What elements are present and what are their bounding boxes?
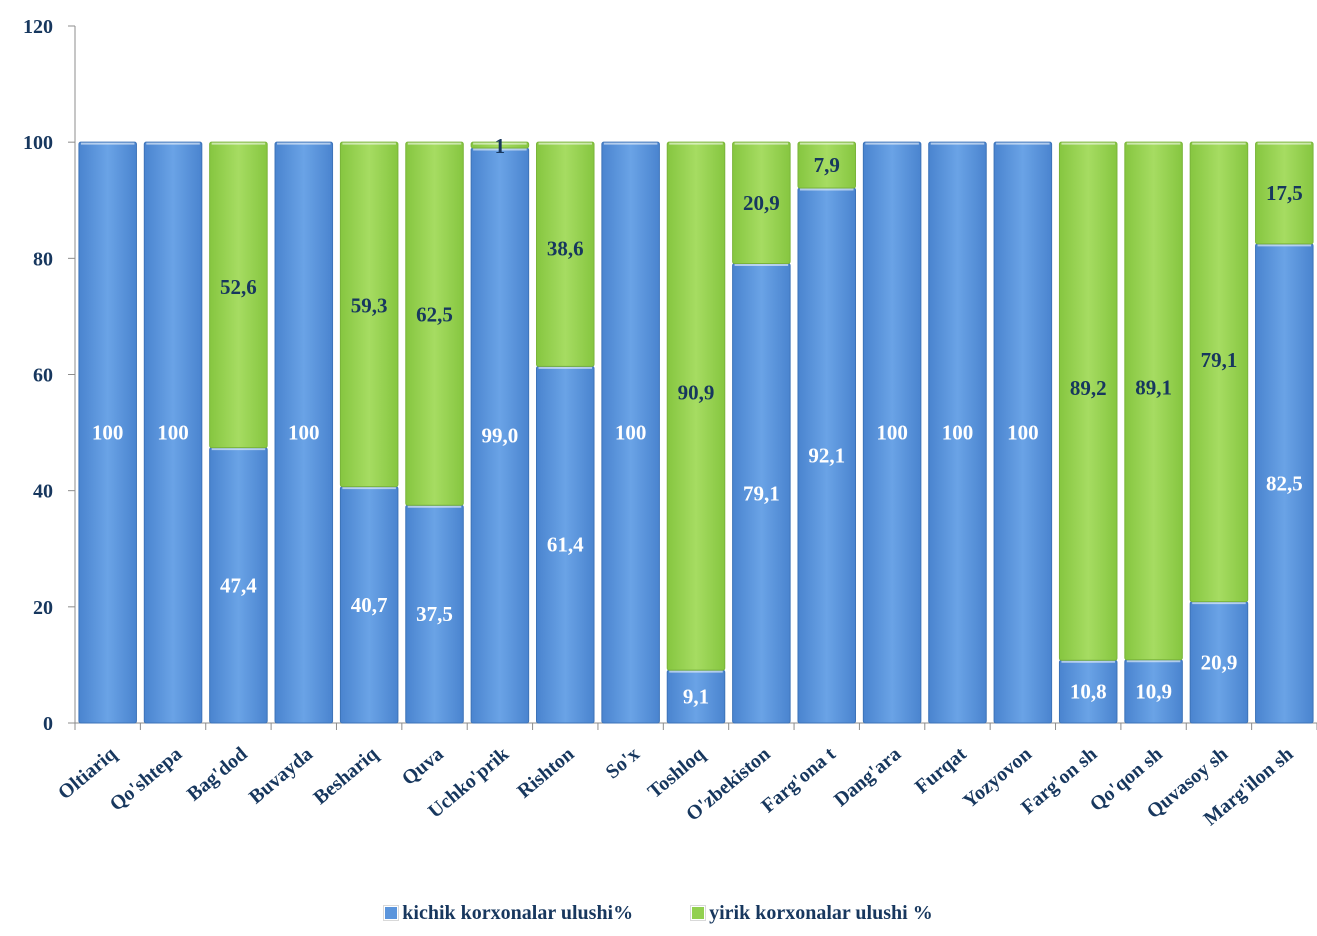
bar-segment-large bbox=[209, 141, 268, 449]
y-tick-label: 0 bbox=[43, 713, 53, 735]
stacked-bar-chart: 100 100 47,4 52,6 100 40,7 59,3 37,5 62,5 99,0 1 61… bbox=[23, 16, 1317, 830]
data-label: 10,9 bbox=[1135, 679, 1172, 703]
data-label: 17,5 bbox=[1266, 181, 1303, 205]
data-label: 7,9 bbox=[814, 153, 840, 177]
bar-segment-small bbox=[78, 141, 137, 724]
x-tick-label: Qo'shtepa bbox=[106, 743, 187, 816]
bar-segment-large bbox=[1189, 141, 1249, 603]
data-label: 62,5 bbox=[416, 302, 453, 326]
bars bbox=[78, 141, 1314, 724]
data-label: 20,9 bbox=[1201, 650, 1238, 674]
x-tick-label: Quva bbox=[398, 743, 448, 790]
bar-segment-large bbox=[666, 141, 726, 671]
x-tick-label: Rishton bbox=[513, 743, 578, 803]
data-label: 47,4 bbox=[220, 573, 257, 597]
y-tick-label: 40 bbox=[33, 481, 53, 503]
data-label: 100 bbox=[942, 421, 974, 445]
bar-segment-small bbox=[862, 141, 922, 724]
bar-segment-small bbox=[928, 141, 987, 724]
data-label: 9,1 bbox=[683, 685, 709, 709]
y-tick-label: 20 bbox=[33, 597, 53, 619]
y-tick-label: 80 bbox=[33, 248, 53, 270]
data-label: 10,8 bbox=[1070, 680, 1107, 704]
bar-segment-small bbox=[993, 141, 1053, 724]
data-label: 100 bbox=[876, 421, 908, 445]
data-label: 100 bbox=[288, 421, 320, 445]
legend: kichik korxonalar ulushi% yirik korxonal… bbox=[0, 896, 1317, 930]
data-label: 89,2 bbox=[1070, 376, 1107, 400]
data-label: 100 bbox=[92, 421, 124, 445]
x-tick-label: So'x bbox=[602, 743, 644, 783]
x-tick-label: Farg'ona t bbox=[757, 743, 840, 818]
data-label: 37,5 bbox=[416, 602, 453, 626]
bar-segment-large bbox=[1124, 141, 1183, 661]
x-tick-label: Buvayda bbox=[245, 743, 317, 808]
data-label: 99,0 bbox=[482, 423, 519, 447]
data-label: 61,4 bbox=[547, 533, 584, 557]
legend-swatch-green bbox=[691, 906, 706, 920]
x-tick-label: Beshariq bbox=[309, 743, 382, 809]
data-label: 79,1 bbox=[743, 481, 780, 505]
bar-segment-large bbox=[536, 141, 595, 367]
x-tick-label: Furqat bbox=[911, 743, 971, 798]
data-label: 92,1 bbox=[808, 444, 845, 468]
data-labels: 100 100 47,4 52,6 100 40,7 59,3 37,5 62,5 99,0 1 61… bbox=[92, 134, 1303, 708]
y-tick-label: 60 bbox=[33, 365, 53, 387]
data-label: 59,3 bbox=[351, 293, 388, 317]
data-label: 100 bbox=[1007, 421, 1039, 445]
bar-segment-large bbox=[797, 141, 856, 189]
data-label: 1 bbox=[495, 134, 506, 158]
bar-segment-large bbox=[1058, 141, 1118, 661]
data-label: 40,7 bbox=[351, 593, 388, 617]
data-label: 52,6 bbox=[220, 275, 257, 299]
legend-item-small-enterprises: kichik korxonalar ulushi% bbox=[384, 902, 633, 925]
bar-segment-large bbox=[405, 141, 464, 506]
y-tick-label: 100 bbox=[23, 132, 53, 154]
data-label: 82,5 bbox=[1266, 471, 1303, 495]
legend-item-large-enterprises: yirik korxonalar ulushi % bbox=[691, 902, 933, 925]
x-tick-label: Bag'dod bbox=[183, 743, 252, 806]
data-label: 100 bbox=[615, 421, 647, 445]
data-label: 100 bbox=[157, 421, 189, 445]
data-label: 89,1 bbox=[1135, 376, 1172, 400]
y-tick-label: 120 bbox=[23, 16, 53, 38]
bar-segment-large bbox=[732, 141, 791, 265]
data-label: 20,9 bbox=[743, 191, 780, 215]
bar-segment-small bbox=[274, 141, 334, 724]
x-tick-label: Dang'ara bbox=[830, 743, 905, 811]
bar-segment-small bbox=[601, 141, 660, 724]
bar-segment-large bbox=[1255, 141, 1314, 245]
data-label: 79,1 bbox=[1201, 348, 1238, 372]
legend-swatch-blue bbox=[384, 906, 399, 920]
legend-label-small-enterprises: kichik korxonalar ulushi% bbox=[402, 901, 634, 924]
legend-label-large-enterprises: yirik korxonalar ulushi % bbox=[709, 901, 933, 924]
bar-segment-small bbox=[143, 141, 203, 724]
bar-segment-large bbox=[339, 141, 399, 488]
data-label: 38,6 bbox=[547, 236, 584, 260]
data-label: 90,9 bbox=[678, 381, 715, 405]
